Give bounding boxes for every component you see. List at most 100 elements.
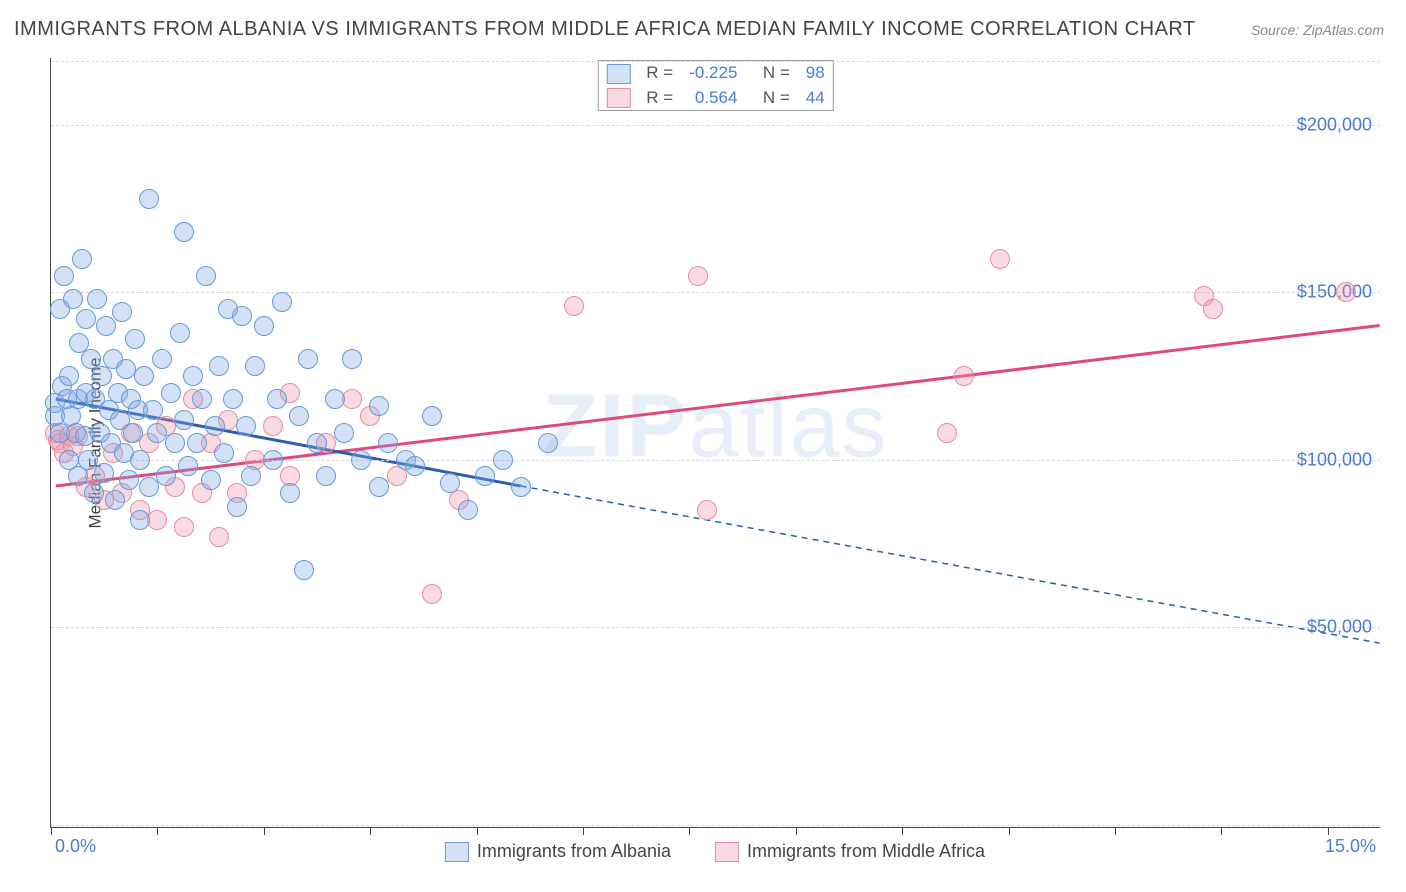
- point-series-a: [232, 306, 252, 326]
- point-series-a: [84, 483, 104, 503]
- point-series-a: [334, 423, 354, 443]
- point-series-b: [990, 249, 1010, 269]
- point-series-a: [130, 450, 150, 470]
- correlation-legend: R = -0.225 N = 98 R = 0.564 N = 44: [597, 60, 833, 111]
- point-series-a: [214, 443, 234, 463]
- x-tick: [51, 827, 52, 835]
- x-tick: [1221, 827, 1222, 835]
- point-series-a: [59, 366, 79, 386]
- grid-line: [51, 292, 1380, 293]
- point-series-b: [954, 366, 974, 386]
- x-tick: [1115, 827, 1116, 835]
- point-series-a: [161, 383, 181, 403]
- point-series-a: [92, 366, 112, 386]
- legend-item-series-a: Immigrants from Albania: [445, 841, 671, 862]
- legend-R-b-value: 0.564: [681, 86, 745, 111]
- x-axis-min-label: 0.0%: [55, 836, 96, 857]
- point-series-a: [105, 490, 125, 510]
- x-tick: [583, 827, 584, 835]
- point-series-a: [72, 249, 92, 269]
- point-series-a: [245, 356, 265, 376]
- point-series-a: [316, 466, 336, 486]
- point-series-a: [134, 366, 154, 386]
- x-tick: [902, 827, 903, 835]
- point-series-a: [254, 316, 274, 336]
- swatch-series-a: [445, 842, 469, 862]
- point-series-a: [196, 266, 216, 286]
- swatch-series-b: [715, 842, 739, 862]
- point-series-a: [187, 433, 207, 453]
- trend-lines-layer: [51, 58, 1380, 827]
- point-series-a: [351, 450, 371, 470]
- point-series-b: [342, 389, 362, 409]
- point-series-b: [263, 416, 283, 436]
- point-series-b: [697, 500, 717, 520]
- watermark: ZIPatlas: [542, 376, 888, 479]
- legend-R-label: R =: [638, 86, 681, 111]
- point-series-a: [511, 477, 531, 497]
- point-series-a: [458, 500, 478, 520]
- point-series-a: [87, 289, 107, 309]
- grid-line: [51, 125, 1380, 126]
- point-series-b: [688, 266, 708, 286]
- point-series-a: [475, 466, 495, 486]
- watermark-zip: ZIP: [542, 377, 688, 477]
- x-axis-max-label: 15.0%: [1325, 836, 1376, 857]
- point-series-a: [289, 406, 309, 426]
- point-series-a: [68, 466, 88, 486]
- point-series-a: [63, 289, 83, 309]
- point-series-a: [236, 416, 256, 436]
- y-tick-label: $100,000: [1262, 449, 1372, 470]
- watermark-atlas: atlas: [688, 377, 888, 477]
- point-series-a: [156, 466, 176, 486]
- point-series-a: [294, 560, 314, 580]
- bottom-legend: Immigrants from Albania Immigrants from …: [445, 841, 985, 862]
- point-series-a: [54, 266, 74, 286]
- point-series-a: [178, 456, 198, 476]
- point-series-a: [192, 389, 212, 409]
- y-tick-label: $50,000: [1262, 617, 1372, 638]
- point-series-a: [201, 470, 221, 490]
- point-series-a: [143, 400, 163, 420]
- point-series-b: [937, 423, 957, 443]
- x-tick: [157, 827, 158, 835]
- swatch-series-a: [606, 64, 630, 84]
- point-series-a: [139, 189, 159, 209]
- x-tick: [1009, 827, 1010, 835]
- point-series-a: [405, 456, 425, 476]
- legend-N-b-value: 44: [798, 86, 833, 111]
- chart-source: Source: ZipAtlas.com: [1251, 22, 1384, 38]
- point-series-a: [139, 477, 159, 497]
- point-series-a: [280, 483, 300, 503]
- x-tick: [264, 827, 265, 835]
- point-series-a: [125, 329, 145, 349]
- point-series-a: [112, 302, 132, 322]
- point-series-a: [96, 316, 116, 336]
- x-tick: [1328, 827, 1329, 835]
- legend-label-series-b: Immigrants from Middle Africa: [747, 841, 985, 862]
- legend-N-label: N =: [745, 61, 797, 86]
- legend-R-a-value: -0.225: [681, 61, 745, 86]
- point-series-a: [170, 323, 190, 343]
- point-series-a: [94, 463, 114, 483]
- legend-N-a-value: 98: [798, 61, 833, 86]
- point-series-a: [123, 423, 143, 443]
- grid-line: [51, 825, 1380, 826]
- point-series-a: [267, 389, 287, 409]
- point-series-a: [227, 497, 247, 517]
- point-series-a: [440, 473, 460, 493]
- point-series-a: [369, 477, 389, 497]
- point-series-a: [119, 470, 139, 490]
- point-series-a: [209, 356, 229, 376]
- point-series-b: [174, 517, 194, 537]
- legend-item-series-b: Immigrants from Middle Africa: [715, 841, 985, 862]
- point-series-a: [130, 510, 150, 530]
- point-series-a: [538, 433, 558, 453]
- x-tick: [689, 827, 690, 835]
- point-series-b: [564, 296, 584, 316]
- chart-title: IMMIGRANTS FROM ALBANIA VS IMMIGRANTS FR…: [14, 18, 1196, 41]
- point-series-a: [272, 292, 292, 312]
- point-series-a: [223, 389, 243, 409]
- point-series-a: [307, 433, 327, 453]
- plot-area: ZIPatlas R = -0.225 N = 98 R = 0.564 N =…: [50, 58, 1380, 828]
